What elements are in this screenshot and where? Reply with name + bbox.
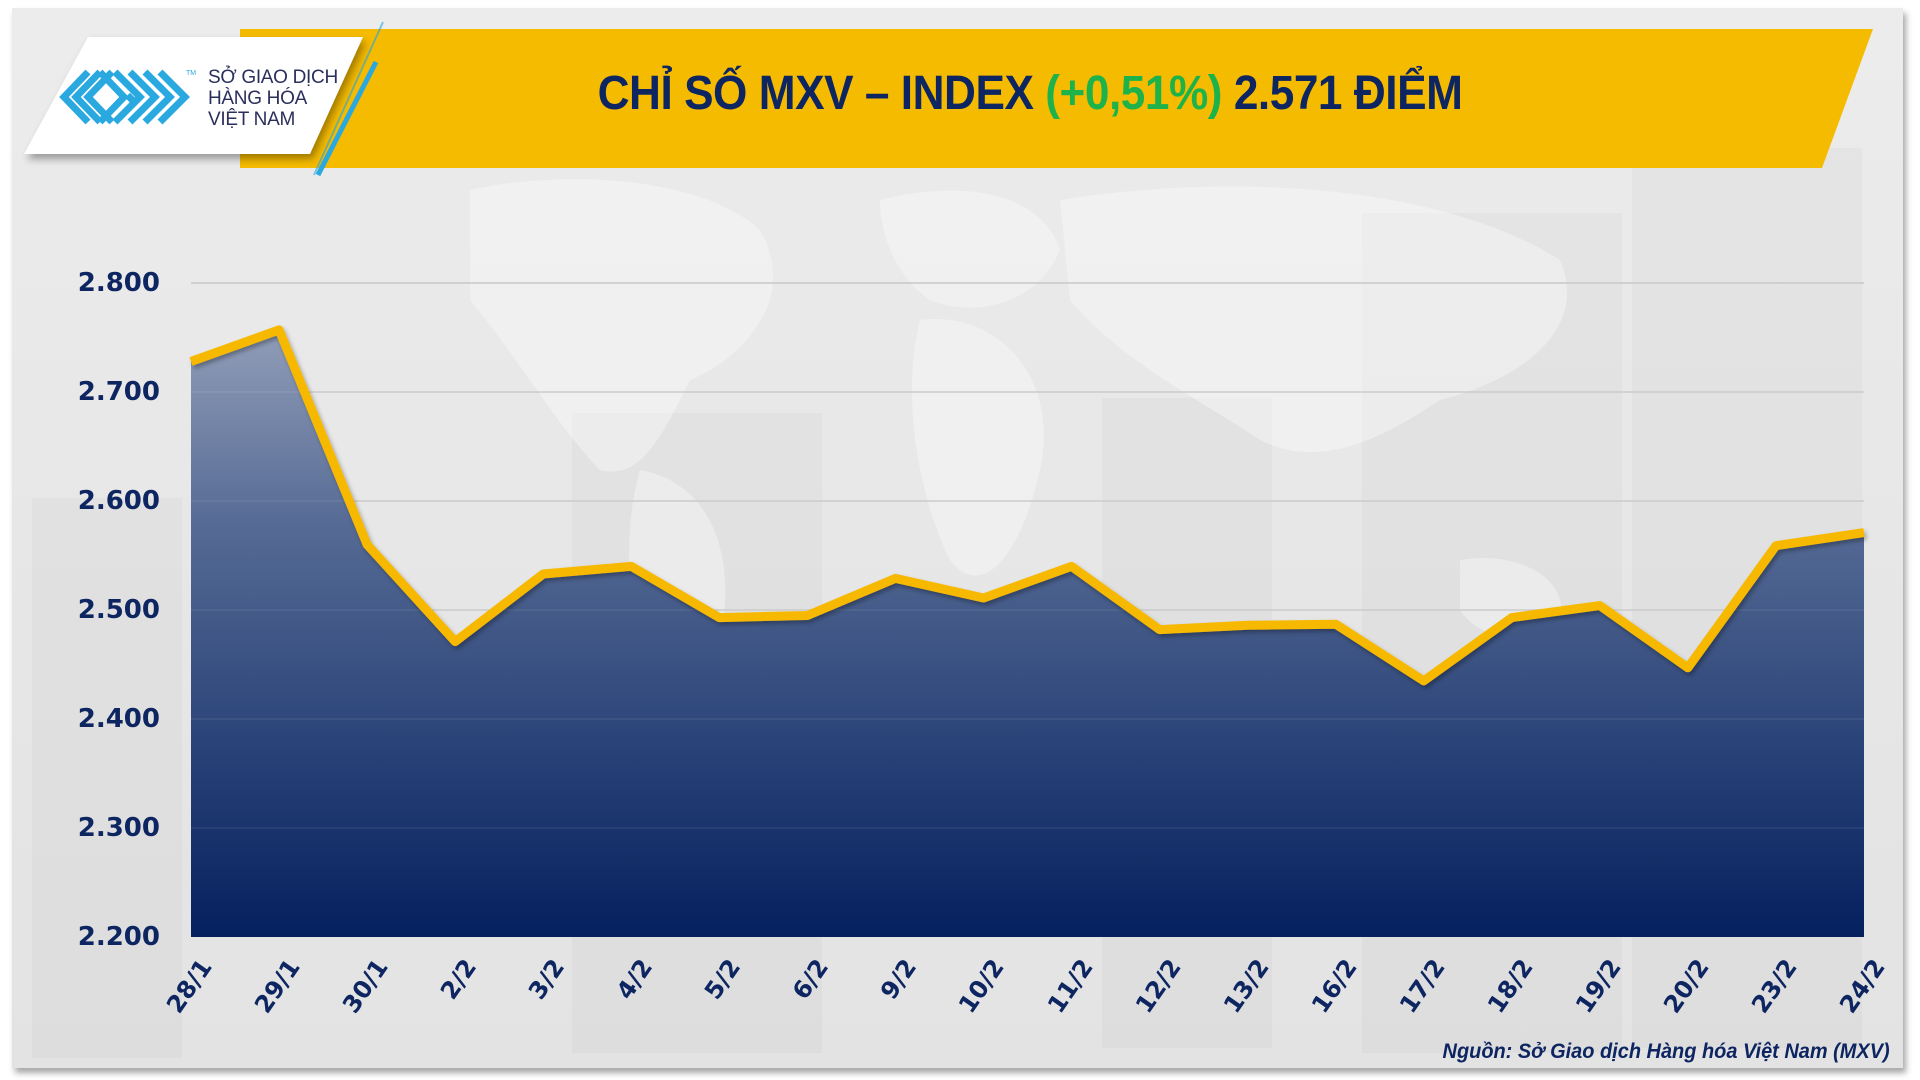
y-tick-label: 2.500 [77,595,160,625]
title-value: 2.571 ĐIỂM [1222,67,1463,120]
area-fill [191,329,1864,937]
y-tick-label: 2.200 [77,922,160,952]
y-tick-label: 2.400 [77,704,160,734]
y-tick-label: 2.800 [77,268,160,298]
y-tick-label: 2.700 [77,377,160,407]
y-tick-label: 2.600 [77,486,160,516]
title-main: CHỈ SỐ MXV – INDEX [597,67,1046,120]
page-title: CHỈ SỐ MXV – INDEX (+0,51%) 2.571 ĐIỂM [358,66,1701,121]
logo-line-3: VIỆT NAM [208,109,295,130]
title-change-percent: (+0,51%) [1045,67,1223,120]
logo-wordmark: SỞ GIAO DỊCH HÀNG HÓA VIỆT NAM [208,67,338,130]
source-note: Nguồn: Sở Giao dịch Hàng hóa Việt Nam (M… [1442,1040,1890,1063]
trademark-mark: TM [186,70,197,77]
index-line [189,325,1865,686]
y-tick-label: 2.300 [77,813,160,843]
logo-line-1: SỞ GIAO DỊCH [208,67,338,88]
logo-line-2: HÀNG HÓA [208,88,307,109]
